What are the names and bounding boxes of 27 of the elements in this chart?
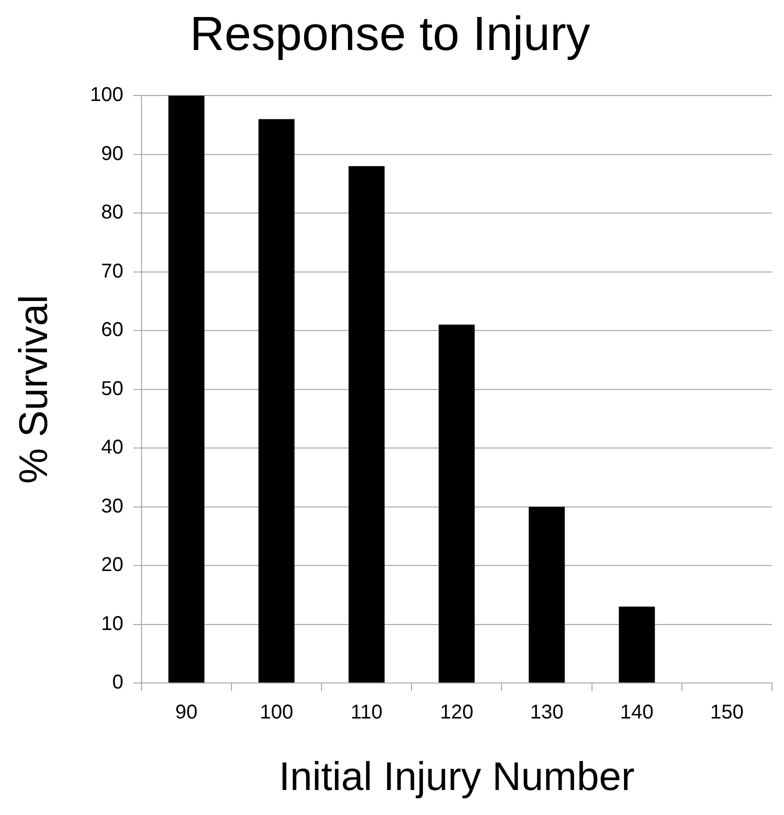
bar [348,166,385,682]
y-tick-label: 70 [101,260,124,282]
x-tick-label: 140 [620,702,654,724]
y-tick-label: 100 [90,84,124,106]
x-tick-label: 100 [260,702,294,724]
chart-title: Response to Injury [190,8,590,62]
y-tick-label: 0 [112,672,124,694]
y-tick-label: 40 [101,436,124,459]
y-tick-label: 10 [101,612,124,635]
y-tick-label: 20 [101,554,124,576]
x-tick-label: 120 [440,702,474,724]
bar [258,119,295,682]
y-tick-label: 60 [101,319,124,342]
bar [618,606,655,682]
x-tick-label: 130 [530,702,564,724]
y-tick-label: 30 [101,495,124,518]
x-tick-label: 150 [710,702,744,724]
x-tick-label: 90 [175,702,198,724]
y-tick-label: 80 [101,202,124,224]
x-tick-label: 110 [350,702,383,724]
bar [528,506,565,682]
y-tick-label: 90 [101,142,124,165]
y-tick-label: 50 [101,378,124,400]
x-axis-title: Initial Injury Number [278,755,635,800]
y-axis-title: % Survival [12,294,56,484]
bar [438,324,475,682]
bar [168,96,204,682]
